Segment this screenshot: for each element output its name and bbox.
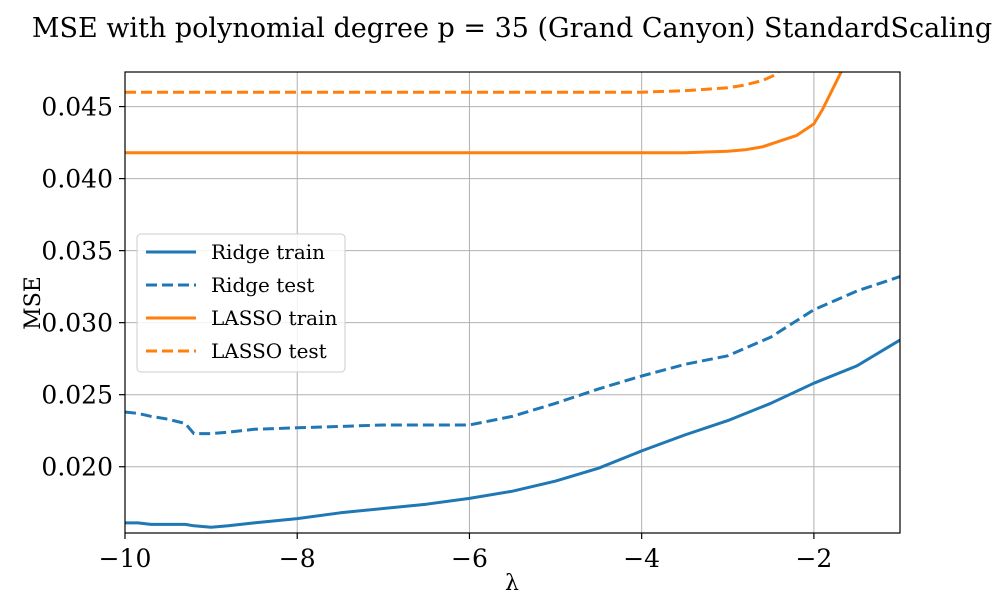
legend-box (136, 233, 346, 373)
legend: Ridge train Ridge test LASSO train LASSO te… (136, 233, 346, 373)
x-axis-ticks: −10 −8 −6 −4 −2 (99, 533, 832, 573)
legend-label: LASSO test (211, 339, 327, 363)
series-line-0 (125, 338, 900, 529)
legend-label: Ridge test (211, 273, 314, 297)
legend-label: LASSO train (211, 306, 337, 330)
plot-frame (124, 71, 901, 534)
legend-label: Ridge train (211, 240, 325, 264)
x-tick-label: −6 (451, 544, 488, 573)
y-tick-label: 0.025 (41, 381, 113, 410)
series-line-3 (125, 72, 781, 94)
y-tick-label: 0.045 (41, 93, 113, 122)
y-tick-label: 0.035 (41, 237, 113, 266)
x-tick-label: −10 (99, 544, 152, 573)
y-tick-label: 0.030 (41, 309, 113, 338)
x-tick-label: −4 (623, 544, 660, 573)
chart-title: MSE with polynomial degree p = 35 (Grand… (32, 13, 992, 44)
y-tick-label: 0.020 (41, 453, 113, 482)
y-axis-ticks: 0.020 0.025 0.030 0.035 0.040 0.045 (41, 93, 125, 482)
x-tick-label: −8 (279, 544, 316, 573)
x-axis-label: λ (505, 571, 519, 596)
series-line-2 (125, 72, 843, 155)
plot-lines (125, 72, 900, 529)
series-line-1 (125, 275, 900, 436)
y-tick-label: 0.040 (41, 165, 113, 194)
grid-lines (124, 72, 900, 533)
x-tick-label: −2 (795, 544, 832, 573)
y-axis-label: MSE (21, 276, 46, 330)
